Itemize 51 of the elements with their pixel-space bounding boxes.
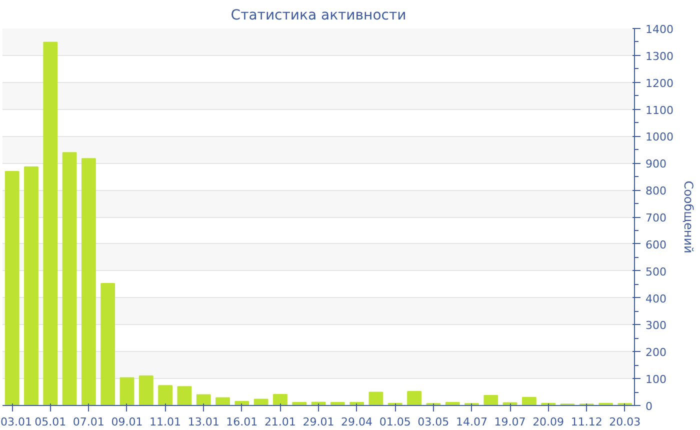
bar [62, 152, 77, 406]
y-tick-label: 1000 [646, 130, 674, 144]
bar [100, 283, 116, 406]
chart-title: Статистика активности [230, 8, 406, 24]
bar [177, 386, 192, 406]
y-tick-label: 300 [646, 319, 666, 332]
y-tick-label: 200 [646, 346, 666, 360]
x-tick-label: 29.04 [341, 416, 373, 428]
x-tick-label: 03.05 [418, 416, 450, 428]
x-tick-label: 09.01 [111, 416, 143, 428]
x-tick-label: 20.09 [532, 416, 564, 428]
y-axis-title: Сообщений [681, 180, 696, 254]
x-tick-label: 13.01 [188, 416, 220, 428]
bar [368, 392, 384, 406]
bar [484, 395, 498, 406]
y-tick-label: 500 [646, 265, 666, 278]
x-tick-label: 14.07 [456, 416, 488, 428]
x-tick-label: 19.07 [494, 416, 526, 428]
bar [272, 394, 288, 406]
x-tick-label: 11.12 [570, 416, 602, 428]
y-tick-label: 100 [646, 373, 666, 386]
y-tick-label: 900 [646, 158, 666, 171]
x-tick-label: 29.01 [302, 416, 334, 428]
y-tick-label: 1100 [646, 104, 674, 117]
x-tick-label: 21.01 [264, 416, 296, 428]
x-tick-label: 07.01 [72, 416, 104, 428]
bar [43, 42, 58, 406]
x-tick-label: 05.01 [34, 416, 66, 428]
bar [4, 170, 20, 406]
y-tick-label: 400 [646, 292, 666, 306]
bar [81, 158, 96, 406]
bar [24, 166, 38, 406]
y-tick-label: 700 [646, 212, 666, 224]
bar [196, 394, 211, 406]
y-tick-label: 1300 [646, 50, 674, 63]
x-tick-label: 01.05 [379, 416, 411, 428]
bar [522, 396, 536, 406]
y-tick-label: 0 [646, 400, 652, 413]
x-tick-label: 11.01 [150, 416, 182, 428]
y-tick-label: 1200 [646, 76, 674, 90]
bar [407, 390, 422, 406]
x-tick-label: 20.03 [609, 416, 641, 428]
x-tick-label: 16.01 [226, 416, 258, 428]
bar [138, 375, 154, 406]
y-tick-label: 600 [646, 238, 666, 252]
x-tick-label: 03.01 [0, 416, 32, 428]
y-tick-label: 800 [646, 184, 666, 198]
y-tick-label: 1400 [646, 23, 674, 36]
bar [216, 397, 230, 406]
bar [158, 385, 172, 406]
bar [120, 377, 134, 406]
